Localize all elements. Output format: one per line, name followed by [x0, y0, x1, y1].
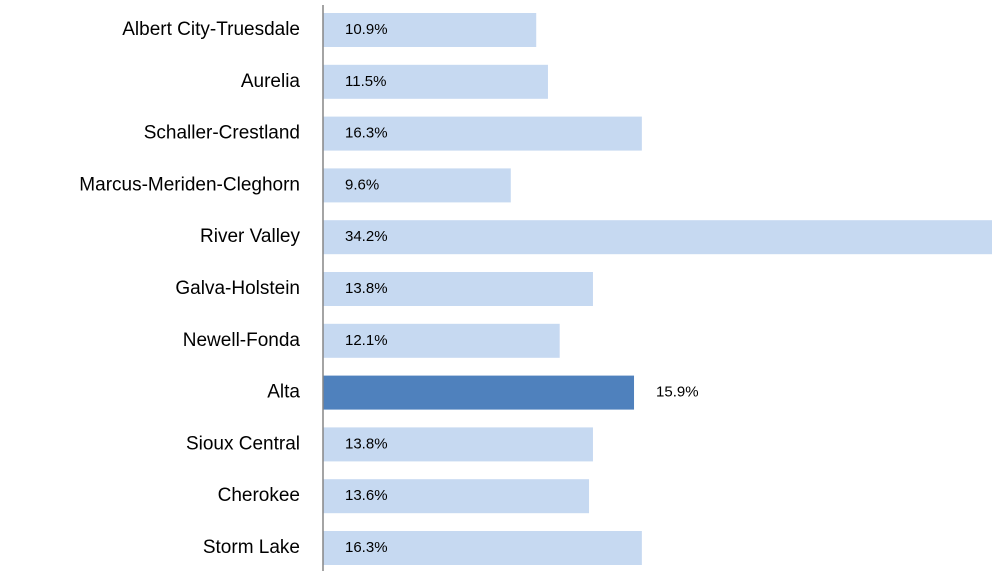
bar: [323, 64, 548, 99]
value-label: 34.2%: [345, 228, 388, 245]
bar: [323, 168, 511, 203]
value-label: 10.9%: [345, 21, 388, 38]
value-label: 16.3%: [345, 539, 388, 556]
value-label: 12.1%: [345, 332, 388, 349]
bar: [323, 323, 560, 358]
bar: [323, 479, 590, 514]
value-label: 13.8%: [345, 280, 388, 297]
bar: [323, 375, 635, 410]
category-label: Marcus-Meriden-Cleghorn: [79, 174, 300, 195]
value-label: 13.8%: [345, 435, 388, 452]
value-label: 9.6%: [345, 176, 379, 193]
category-label: Sioux Central: [186, 433, 300, 454]
category-label: River Valley: [200, 226, 300, 247]
category-label: Schaller-Crestland: [144, 123, 300, 144]
bar: [323, 272, 593, 306]
bar: [323, 531, 642, 565]
bar: [323, 220, 992, 255]
value-label: 15.9%: [656, 384, 699, 401]
bar: [323, 427, 593, 462]
category-label: Newell-Fonda: [183, 330, 301, 351]
category-label: Alta: [267, 382, 300, 403]
category-label: Albert City-Truesdale: [122, 19, 300, 40]
category-label: Storm Lake: [203, 537, 300, 558]
value-label: 16.3%: [345, 125, 388, 142]
bar: [323, 13, 537, 47]
value-label: 11.5%: [345, 73, 386, 90]
value-label: 13.6%: [345, 487, 388, 504]
bar: [323, 116, 642, 151]
category-label: Aurelia: [241, 71, 301, 92]
category-label: Galva-Holstein: [175, 278, 300, 299]
category-label: Cherokee: [218, 485, 300, 506]
